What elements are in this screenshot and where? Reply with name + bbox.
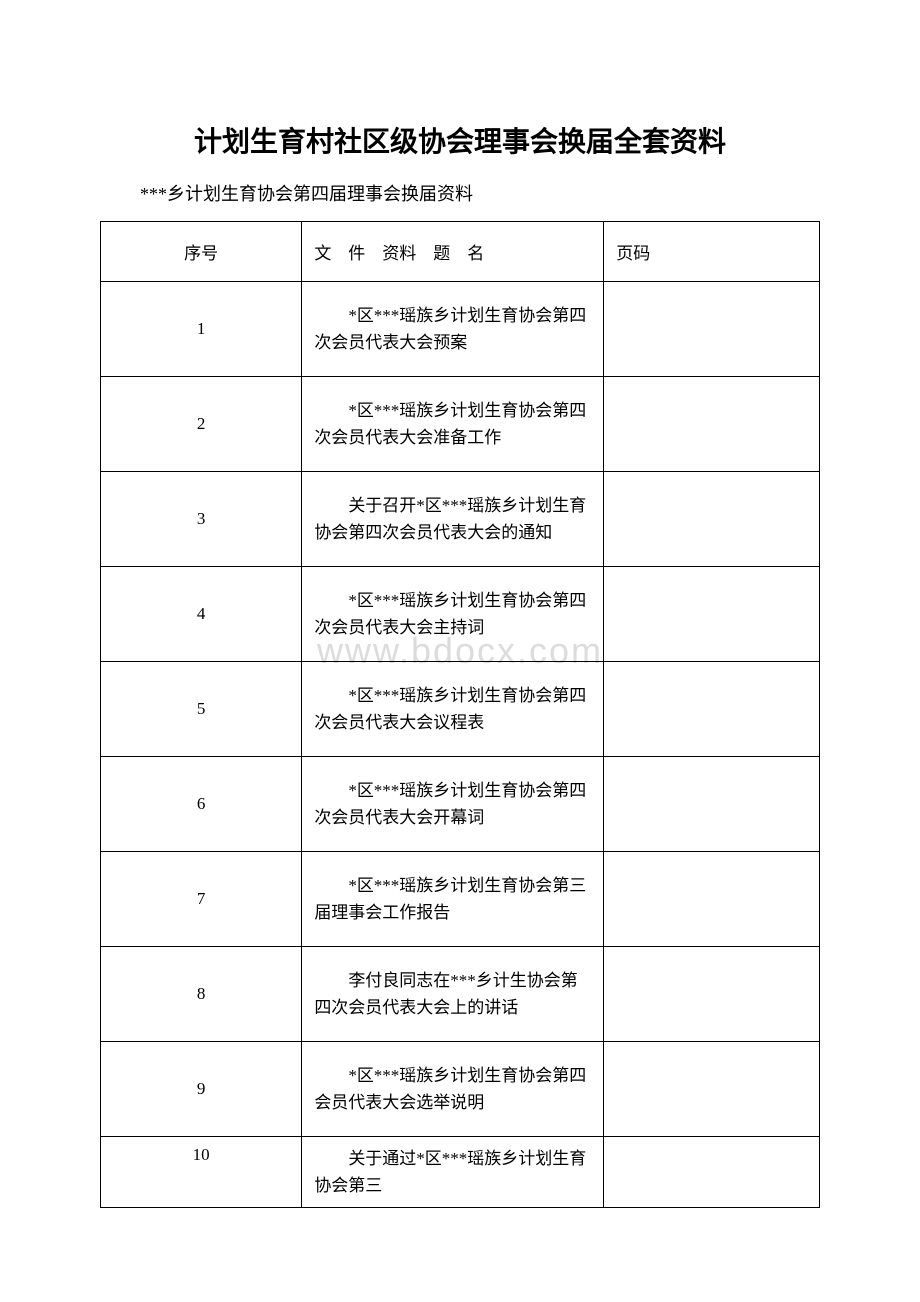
cell-title: *区***瑶族乡计划生育协会第四次会员代表大会议程表 (302, 662, 604, 757)
document-content: 计划生育村社区级协会理事会换届全套资料 ***乡计划生育协会第四届理事会换届资料… (100, 120, 820, 1208)
cell-num: 6 (101, 757, 302, 852)
header-num: 序号 (101, 222, 302, 282)
cell-num: 10 (101, 1137, 302, 1208)
cell-page (604, 852, 820, 947)
table-row: 4 *区***瑶族乡计划生育协会第四次会员代表大会主持词 (101, 567, 820, 662)
cell-page (604, 567, 820, 662)
cell-num: 9 (101, 1042, 302, 1137)
cell-num: 5 (101, 662, 302, 757)
table-row: 7 *区***瑶族乡计划生育协会第三届理事会工作报告 (101, 852, 820, 947)
table-row: 5 *区***瑶族乡计划生育协会第四次会员代表大会议程表 (101, 662, 820, 757)
cell-title: *区***瑶族乡计划生育协会第四次会员代表大会主持词 (302, 567, 604, 662)
table-row: 8 李付良同志在***乡计生协会第四次会员代表大会上的讲话 (101, 947, 820, 1042)
header-page: 页码 (604, 222, 820, 282)
cell-title: 关于召开*区***瑶族乡计划生育协会第四次会员代表大会的通知 (302, 472, 604, 567)
cell-num: 4 (101, 567, 302, 662)
cell-page (604, 757, 820, 852)
cell-title: 李付良同志在***乡计生协会第四次会员代表大会上的讲话 (302, 947, 604, 1042)
cell-num: 3 (101, 472, 302, 567)
table-header-row: 序号 文 件 资料 题 名 页码 (101, 222, 820, 282)
cell-page (604, 1137, 820, 1208)
cell-page (604, 472, 820, 567)
table-row: 9 *区***瑶族乡计划生育协会第四会员代表大会选举说明 (101, 1042, 820, 1137)
cell-num: 7 (101, 852, 302, 947)
cell-page (604, 1042, 820, 1137)
cell-title: 关于通过*区***瑶族乡计划生育协会第三 (302, 1137, 604, 1208)
header-doc-title: 文 件 资料 题 名 (302, 222, 604, 282)
cell-title: *区***瑶族乡计划生育协会第四次会员代表大会开幕词 (302, 757, 604, 852)
cell-title: *区***瑶族乡计划生育协会第三届理事会工作报告 (302, 852, 604, 947)
cell-page (604, 947, 820, 1042)
page-subtitle: ***乡计划生育协会第四届理事会换届资料 (140, 180, 820, 206)
cell-title: *区***瑶族乡计划生育协会第四次会员代表大会预案 (302, 282, 604, 377)
cell-page (604, 282, 820, 377)
cell-num: 8 (101, 947, 302, 1042)
documents-table: 序号 文 件 资料 题 名 页码 1 *区***瑶族乡计划生育协会第四次会员代表… (100, 221, 820, 1208)
page-title: 计划生育村社区级协会理事会换届全套资料 (100, 120, 820, 160)
table-row: 10 关于通过*区***瑶族乡计划生育协会第三 (101, 1137, 820, 1208)
table-row: 2 *区***瑶族乡计划生育协会第四次会员代表大会准备工作 (101, 377, 820, 472)
table-row: 3 关于召开*区***瑶族乡计划生育协会第四次会员代表大会的通知 (101, 472, 820, 567)
table-row: 1 *区***瑶族乡计划生育协会第四次会员代表大会预案 (101, 282, 820, 377)
cell-page (604, 377, 820, 472)
cell-page (604, 662, 820, 757)
cell-num: 2 (101, 377, 302, 472)
cell-title: *区***瑶族乡计划生育协会第四次会员代表大会准备工作 (302, 377, 604, 472)
cell-num: 1 (101, 282, 302, 377)
cell-title: *区***瑶族乡计划生育协会第四会员代表大会选举说明 (302, 1042, 604, 1137)
table-row: 6 *区***瑶族乡计划生育协会第四次会员代表大会开幕词 (101, 757, 820, 852)
